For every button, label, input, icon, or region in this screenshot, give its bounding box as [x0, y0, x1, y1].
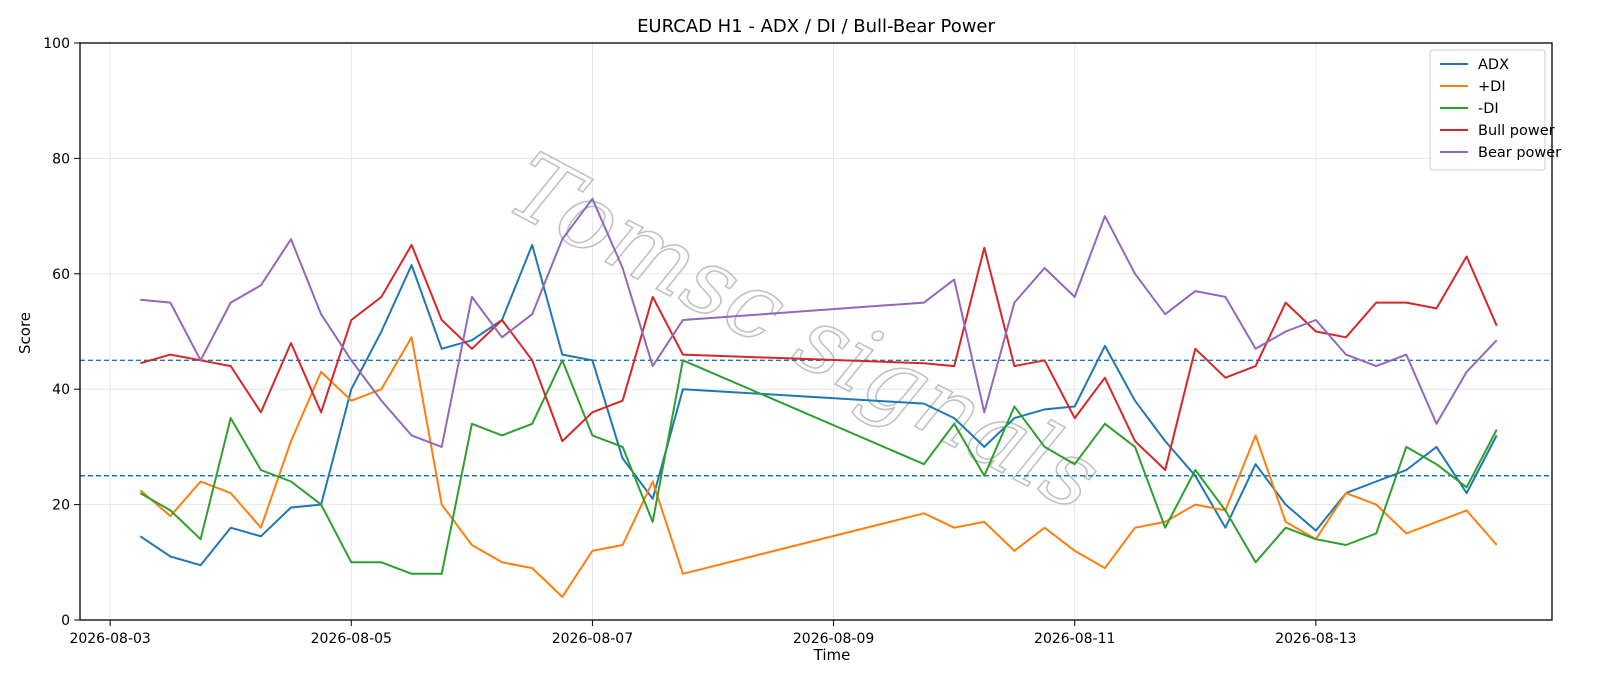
y-tick-label: 40 [52, 382, 70, 398]
x-axis: 2026-08-03 2026-08-05 2026-08-07 2026-08-09… [69, 620, 1357, 647]
series-line-adx [139, 243, 1498, 567]
legend-label: ADX [1478, 57, 1509, 73]
x-tick-label: 2026-08-13 [1275, 631, 1356, 647]
legend: ADX +DI -DI Bull power Bear power [1429, 49, 1561, 171]
watermark: Tomsc signals [491, 131, 1118, 533]
legend-label: +DI [1478, 79, 1506, 95]
x-tick-label: 2026-08-09 [793, 631, 874, 647]
legend-label: -DI [1478, 101, 1499, 117]
legend-label: Bull power [1478, 123, 1555, 139]
y-tick-label: 20 [52, 498, 70, 514]
x-tick-label: 2026-08-07 [552, 631, 633, 647]
series-line-bear-power [140, 197, 1498, 448]
series-lines [139, 197, 1498, 598]
x-tick-label: 2026-08-05 [311, 631, 392, 647]
legend-label: Bear power [1478, 145, 1561, 161]
y-tick-label: 0 [61, 613, 70, 629]
y-tick-label: 100 [43, 36, 70, 52]
x-axis-title: Time [813, 646, 851, 664]
y-tick-label: 60 [52, 267, 70, 283]
plot-frame [79, 42, 1553, 621]
x-tick-label: 2026-08-11 [1034, 631, 1115, 647]
watermark-text: Tomsc signals [492, 132, 1117, 532]
y-axis: 0 20 40 60 80 100 [43, 36, 80, 629]
chart-title: EURCAD H1 - ADX / DI / Bull-Bear Power [637, 16, 995, 37]
x-tick-label: 2026-08-03 [69, 631, 150, 647]
series-line-bull-power [140, 243, 1498, 471]
y-tick-label: 80 [52, 151, 70, 167]
y-axis-title: Score [16, 312, 34, 354]
series-line-di [139, 359, 1498, 575]
reference-lines [80, 359, 1552, 477]
legend-box [1429, 49, 1546, 171]
